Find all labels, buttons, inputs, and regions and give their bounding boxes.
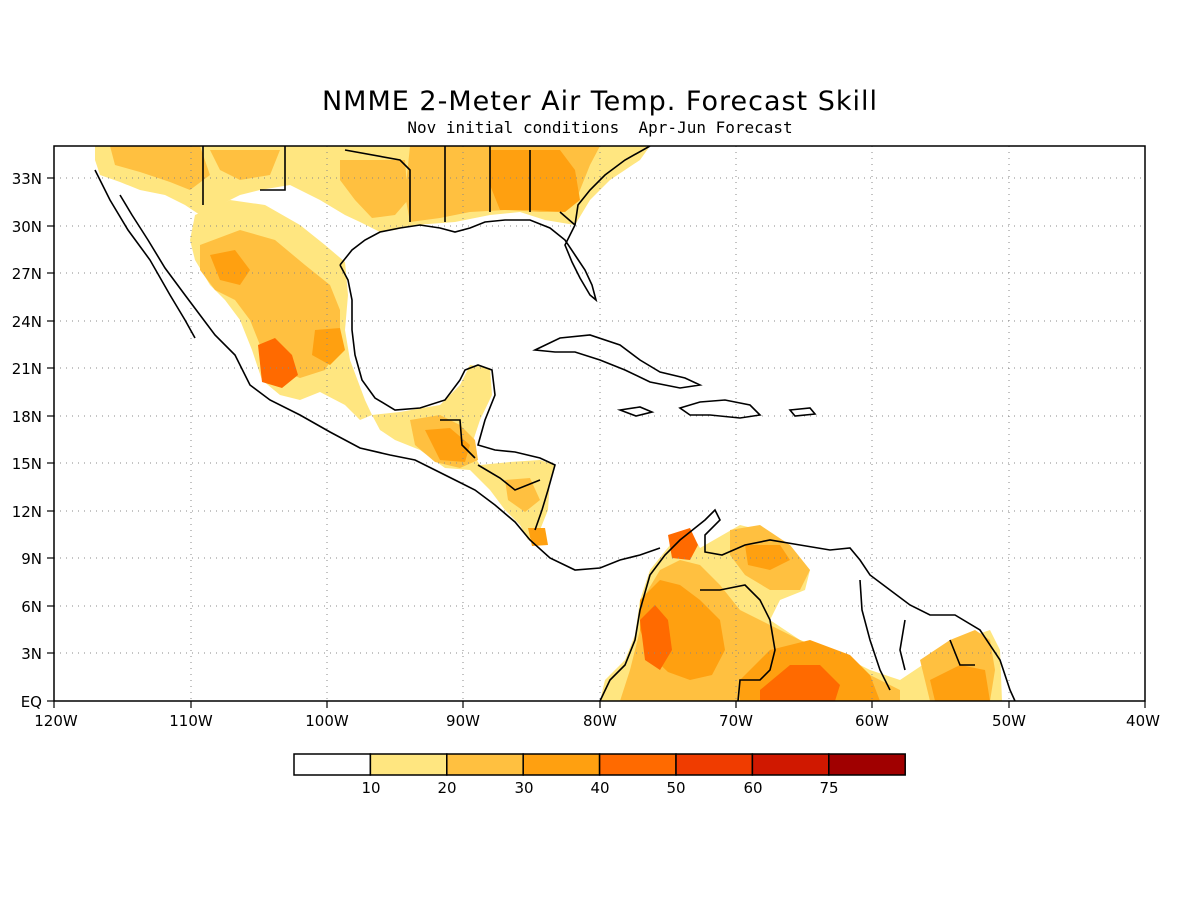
colorbar-tick-label: 50 <box>666 779 685 797</box>
colorbar-tick-label: 75 <box>819 779 838 797</box>
shade-mexico-hot3 <box>312 328 345 365</box>
lat-label: 18N <box>12 408 42 426</box>
shade-costa-rica <box>528 528 548 546</box>
shade-mexico-hot <box>258 338 298 388</box>
lat-label: EQ <box>21 693 42 711</box>
colorbar-swatch <box>369 753 448 776</box>
lon-label: 80W <box>583 712 617 730</box>
colorbar-swatch <box>751 753 830 776</box>
shade-nicaragua <box>505 478 540 512</box>
lat-label: 15N <box>12 455 42 473</box>
lat-label: 24N <box>12 313 42 331</box>
lon-label: 90W <box>446 712 480 730</box>
lon-label: 70W <box>719 712 753 730</box>
lat-label: 27N <box>12 265 42 283</box>
lon-label: 40W <box>1126 712 1160 730</box>
lon-label: 100W <box>305 712 349 730</box>
shade-texas <box>340 160 408 218</box>
shade-colombia-hotter <box>640 605 672 670</box>
lat-labels: 33N 30N 27N 24N 21N 18N 15N 12N 9N 6N 3N… <box>12 170 42 711</box>
lat-label: 33N <box>12 170 42 188</box>
colorbar-labels: 10 20 30 40 50 60 75 <box>361 779 838 797</box>
lat-label: 3N <box>21 645 42 663</box>
colorbar-swatch <box>598 753 677 776</box>
shade-santa-marta <box>668 528 698 560</box>
map-subtitle: Nov initial conditions Apr-Jun Forecast <box>407 118 793 137</box>
colorbar-swatch <box>828 753 906 776</box>
colorbar-tick-label: 60 <box>743 779 762 797</box>
colorbar-swatch <box>293 753 372 776</box>
lon-label: 110W <box>169 712 213 730</box>
lon-label: 60W <box>855 712 889 730</box>
shade-usa-sw <box>210 150 280 180</box>
lat-label: 9N <box>21 550 42 568</box>
shade-guiana-hot <box>930 665 990 701</box>
shade-venezuela-north-hot <box>745 545 790 570</box>
shade-usa-east-strong <box>490 150 580 212</box>
colorbar-swatch <box>522 753 601 776</box>
colorbar-tick-label: 20 <box>437 779 456 797</box>
shade-mexico-hot2 <box>210 250 250 285</box>
colorbar-tick-label: 10 <box>361 779 380 797</box>
shade-usa-west <box>110 146 210 190</box>
colorbar-swatch <box>675 753 754 776</box>
colorbar-tick-label: 40 <box>590 779 609 797</box>
lon-label: 120W <box>34 712 78 730</box>
lat-label: 6N <box>21 598 42 616</box>
lon-label: 50W <box>992 712 1026 730</box>
skill-shading <box>95 146 1002 701</box>
coastlines <box>94 146 1016 701</box>
lat-label: 30N <box>12 218 42 236</box>
map-grid <box>54 146 1145 701</box>
colorbar-tick-label: 30 <box>514 779 533 797</box>
axis-ticks <box>47 177 1146 708</box>
map-title: NMME 2-Meter Air Temp. Forecast Skill <box>321 86 879 117</box>
shade-guatemala-hot <box>425 428 470 462</box>
lat-label: 21N <box>12 360 42 378</box>
colorbar-swatch <box>446 753 524 776</box>
lon-labels: 120W 110W 100W 90W 80W 70W 60W 50W 40W <box>34 712 1160 730</box>
colorbar <box>293 753 906 776</box>
shade-amazon-hotter <box>760 665 840 701</box>
lat-label: 12N <box>12 503 42 521</box>
